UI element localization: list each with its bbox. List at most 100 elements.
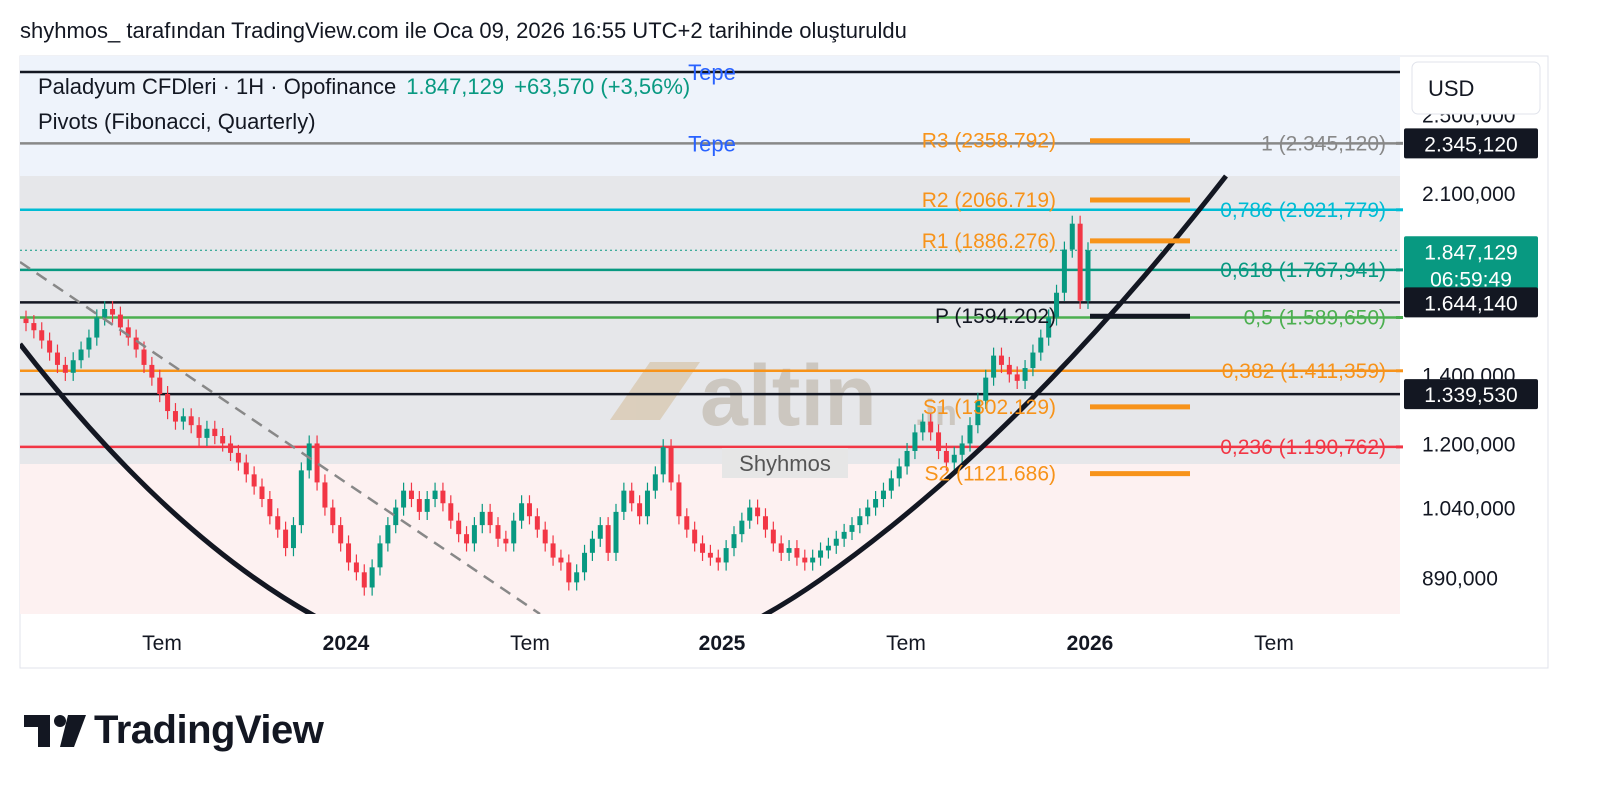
candle-body-30 — [259, 486, 265, 500]
candle-body-104 — [841, 531, 847, 539]
candle-body-7 — [78, 349, 84, 361]
candle-body-14 — [133, 337, 139, 350]
candle-body-81 — [660, 447, 666, 475]
candle-body-43 — [361, 572, 367, 588]
candle-body-58 — [479, 511, 485, 526]
price-label-0: 2.345,120 — [1424, 133, 1517, 156]
candle-body-80 — [652, 474, 658, 491]
candle-body-59 — [487, 511, 493, 526]
candle-body-55 — [456, 520, 462, 535]
candle-body-72 — [589, 538, 595, 553]
candle-body-48 — [401, 490, 407, 508]
candle-body-5 — [62, 364, 68, 373]
fib-levels: 1 (2.345,120) 0,786 (2.021,779) 0,618 (1.7… — [1220, 132, 1403, 459]
candle-body-62 — [511, 520, 517, 544]
candle-body-111 — [896, 466, 902, 479]
legend-indicator[interactable]: Pivots (Fibonacci, Quarterly) — [38, 109, 316, 135]
candle-body-113 — [912, 432, 918, 451]
candle-body-76 — [621, 490, 627, 512]
zone-middle — [20, 176, 1400, 464]
candle-body-34 — [290, 525, 296, 549]
candle-body-39 — [330, 507, 336, 526]
candle-body-83 — [676, 482, 682, 517]
author-badge — [722, 448, 848, 478]
candle-body-134 — [1077, 223, 1083, 301]
candle-body-71 — [582, 552, 588, 573]
chart-caption: shyhmos_ tarafından TradingView.com ile … — [20, 18, 907, 43]
candle-body-108 — [873, 499, 879, 508]
candle-body-52 — [432, 490, 438, 500]
candle-body-95 — [770, 529, 776, 544]
candle-body-44 — [369, 567, 375, 588]
candle-body-105 — [849, 525, 855, 532]
price-label-bg-3 — [1404, 379, 1538, 410]
dashed-trendline — [20, 260, 541, 614]
candle-body-97 — [786, 548, 792, 553]
candle-body-18 — [165, 394, 171, 412]
candle-body-133 — [1069, 223, 1075, 250]
candle-body-20 — [180, 416, 186, 422]
tradingview-logo[interactable]: TradingView — [24, 708, 324, 753]
candle-body-109 — [880, 490, 886, 500]
x-tick-0: Tem — [142, 632, 182, 655]
candle-body-51 — [424, 499, 430, 512]
y-tick-3: 1.200,000 — [1422, 433, 1515, 456]
candle-body-85 — [692, 529, 698, 544]
candle-body-116 — [936, 432, 942, 451]
candle-body-37 — [314, 443, 320, 483]
fib-label-2: 0,618 (1.767,941) — [1220, 259, 1386, 282]
fib-label-4: 0,382 (1.411,359) — [1222, 360, 1386, 383]
currency-button[interactable] — [1411, 61, 1541, 115]
candle-body-6 — [70, 360, 76, 373]
candle-body-93 — [755, 507, 761, 517]
drawings — [20, 174, 1228, 614]
candle-body-127 — [1022, 368, 1028, 381]
candle-body-13 — [125, 327, 131, 338]
candle-body-106 — [857, 516, 863, 526]
price-label-sub-1: 06:59:49 — [1430, 268, 1512, 291]
y-tick-5: 890,000 — [1422, 567, 1498, 590]
legend-symbol[interactable]: Paladyum CFDleri · 1H · Opofinance — [38, 74, 397, 99]
x-axis[interactable]: Tem 2024 Tem 2025 Tem 2026 Tem — [142, 632, 1294, 655]
candle-body-103 — [833, 538, 839, 546]
candle-body-82 — [668, 447, 674, 483]
candle-body-107 — [865, 507, 871, 517]
candle-body-67 — [550, 543, 556, 558]
hline-label-1: Tepe — [688, 131, 736, 156]
x-tick-6: Tem — [1254, 632, 1294, 655]
altin-watermark: altin .in — [610, 348, 957, 444]
candle-body-4 — [54, 352, 60, 365]
altin-logo-icon — [610, 362, 690, 420]
candle-body-119 — [959, 443, 965, 455]
candle-body-0 — [23, 318, 29, 324]
candle-body-126 — [1014, 374, 1020, 381]
candle-body-45 — [377, 543, 383, 568]
candle-body-29 — [251, 474, 257, 487]
candle-body-65 — [534, 516, 540, 530]
candle-body-70 — [574, 572, 580, 583]
candle-body-78 — [637, 503, 643, 517]
horizontal-lines: Tepe Tepe — [20, 60, 1400, 449]
candle-body-98 — [794, 548, 800, 558]
candle-body-117 — [943, 450, 949, 463]
fib-label-0: 1 (2.345,120) — [1261, 132, 1386, 155]
candle-body-91 — [739, 520, 745, 535]
candle-body-22 — [196, 425, 202, 438]
author-watermark: Shyhmos — [739, 451, 831, 476]
x-tick-5: 2026 — [1067, 632, 1114, 655]
candle-body-112 — [904, 450, 910, 467]
candle-body-25 — [220, 436, 226, 444]
pivot-label-1: R2 (2066.719) — [922, 189, 1056, 212]
candle-body-84 — [684, 516, 690, 530]
candle-body-118 — [951, 454, 957, 463]
candle-body-66 — [542, 529, 548, 544]
candle-body-87 — [707, 552, 713, 558]
fib-label-3: 0,5 (1.589,650) — [1244, 306, 1386, 329]
candle-body-122 — [983, 377, 989, 401]
candle-body-32 — [275, 516, 281, 530]
candle-body-115 — [928, 421, 934, 433]
candle-body-123 — [991, 355, 997, 378]
tradingview-wordmark: TradingView — [94, 708, 324, 752]
zone-bottom — [20, 464, 1400, 614]
